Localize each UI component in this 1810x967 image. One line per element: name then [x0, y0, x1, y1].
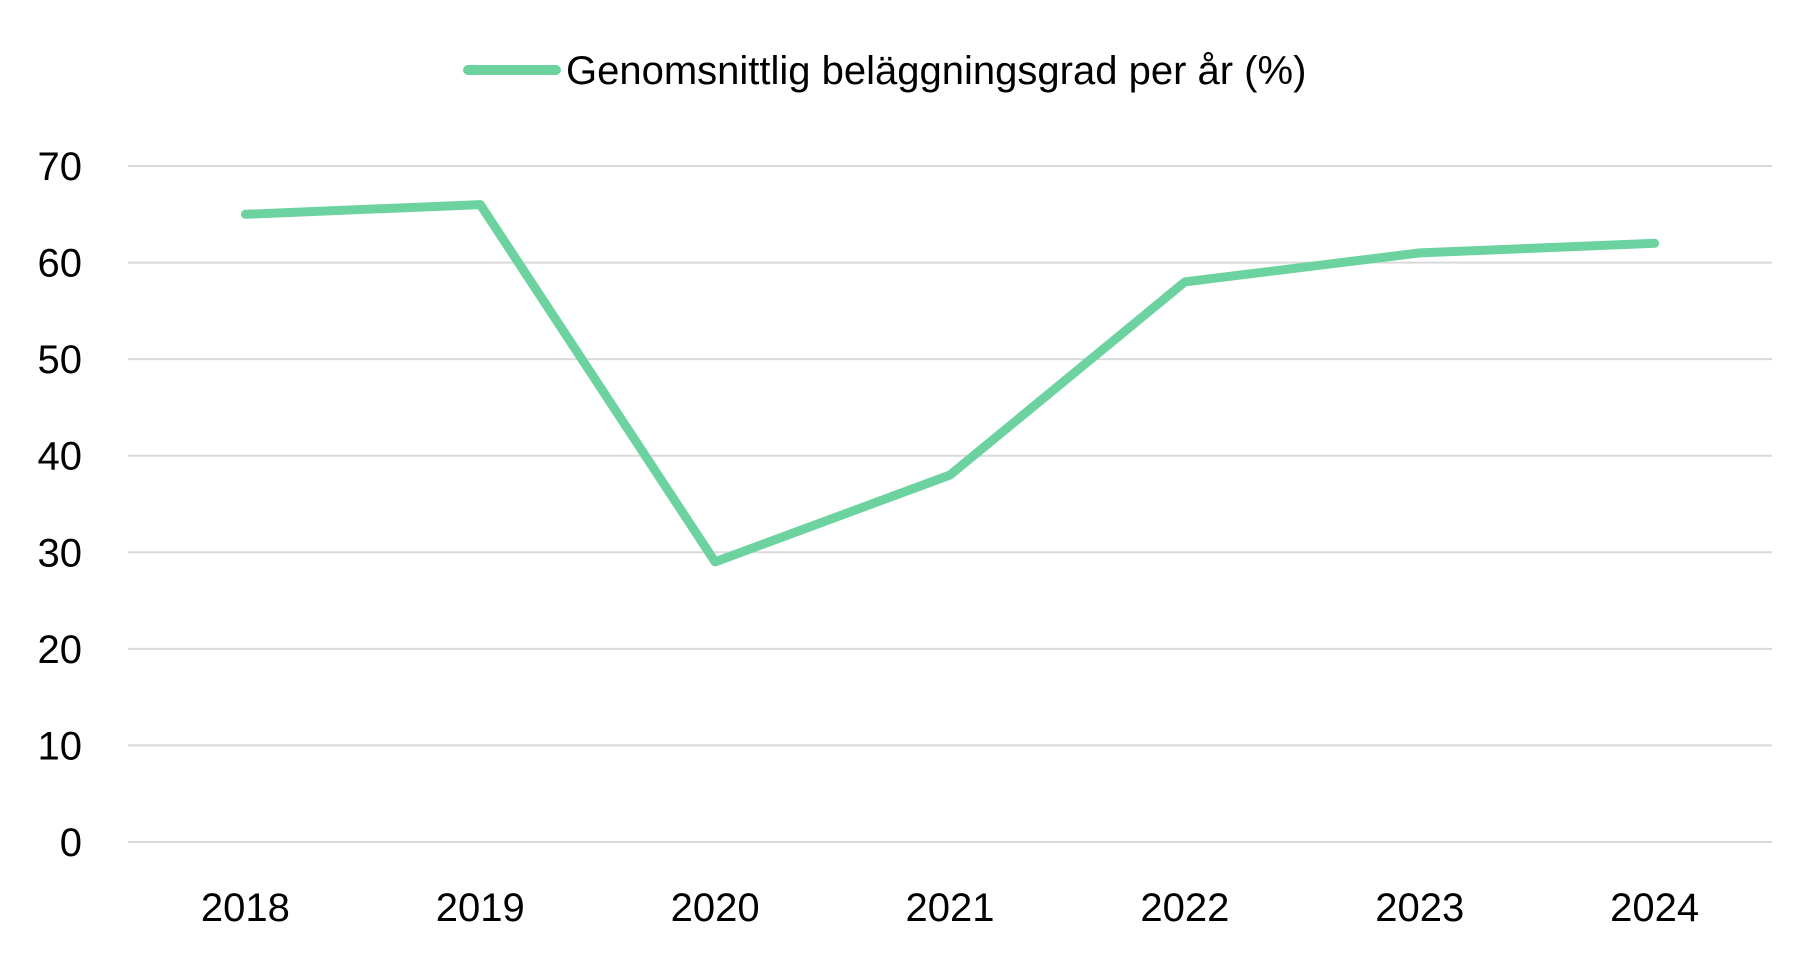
y-tick-label: 70 [38, 145, 83, 189]
data-point [714, 561, 716, 563]
data-point [479, 204, 481, 206]
data-point [1419, 252, 1421, 254]
x-tick-label: 2020 [671, 886, 760, 930]
data-point [244, 213, 246, 215]
x-tick-label: 2022 [1140, 886, 1229, 930]
x-tick-label: 2024 [1610, 886, 1699, 930]
data-point [949, 474, 951, 476]
x-tick-label: 2021 [906, 886, 995, 930]
series-line [240, 200, 1660, 567]
x-axis-tick-labels: 2018 2019 2020 2021 2022 2023 2024 [201, 886, 1699, 930]
x-tick-label: 2018 [201, 886, 290, 930]
y-tick-label: 10 [38, 724, 83, 768]
x-tick-label: 2023 [1375, 886, 1464, 930]
y-tick-label: 60 [38, 242, 83, 286]
y-tick-label: 50 [38, 338, 83, 382]
legend-label: Genomsnittlig beläggningsgrad per år (%) [566, 49, 1306, 93]
y-tick-label: 30 [38, 531, 83, 575]
data-point [1654, 242, 1656, 244]
y-axis-tick-labels: 0 10 20 30 40 50 60 70 [38, 145, 83, 865]
y-tick-label: 40 [38, 435, 83, 479]
gridlines [128, 165, 1772, 843]
x-tick-label: 2019 [436, 886, 525, 930]
series-lines [240, 200, 1660, 567]
legend: Genomsnittlig beläggningsgrad per år (%) [463, 49, 1306, 93]
y-tick-label: 20 [38, 628, 83, 672]
y-tick-label: 0 [60, 821, 82, 865]
data-point [1184, 281, 1186, 283]
